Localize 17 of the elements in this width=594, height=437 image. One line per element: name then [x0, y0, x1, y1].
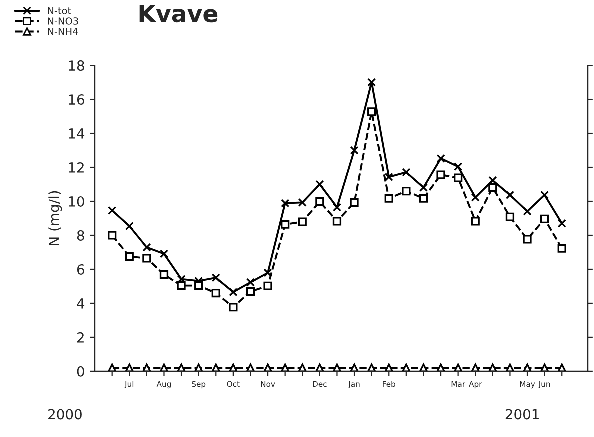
y-tick-label: 2 — [78, 332, 84, 343]
y-tick-label: 6 — [77, 264, 84, 275]
legend-label: N-NH4 — [48, 28, 78, 36]
y-tick-label: 16 — [69, 94, 84, 106]
y-tick-label: 12 — [69, 162, 84, 173]
legend-label: N-tot — [48, 7, 72, 15]
y-tick-label: 0 — [77, 366, 84, 377]
y-tick-label: 10 — [69, 196, 84, 207]
y-tick-label: 18 — [69, 60, 84, 72]
y-tick-label: 8 — [77, 230, 84, 241]
chart-title: Kvave — [140, 5, 218, 23]
legend-label: N-NO3 — [48, 18, 78, 25]
text: 2000 — [48, 409, 82, 420]
text: 2001 — [506, 409, 539, 420]
y-tick-label: 4 — [77, 298, 85, 309]
y-axis-title: N (mg/l) — [48, 191, 62, 246]
y-tick-label: 14 — [69, 128, 85, 139]
